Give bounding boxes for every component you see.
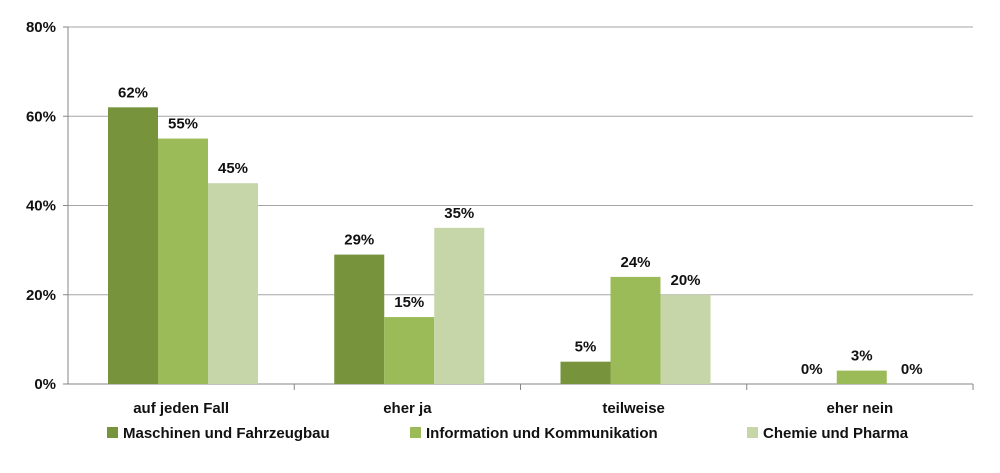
legend-label: Information und Kommunikation (426, 425, 658, 442)
legend-label: Maschinen und Fahrzeugbau (123, 425, 330, 442)
y-tick-label: 0% (34, 376, 56, 393)
legend-swatch (410, 427, 421, 438)
y-tick-label: 40% (26, 198, 56, 215)
bar (208, 183, 258, 384)
bar (434, 227, 485, 384)
data-label: 20% (670, 272, 700, 289)
bar (334, 254, 385, 384)
data-label: 55% (168, 116, 198, 133)
bar (384, 317, 435, 384)
bar (560, 361, 611, 384)
data-label: 29% (344, 232, 374, 249)
data-label: 0% (901, 361, 923, 378)
x-category-label: auf jeden Fall (133, 400, 229, 417)
bar (108, 107, 158, 384)
bar (610, 276, 661, 384)
data-label: 62% (118, 84, 148, 101)
data-label: 45% (218, 160, 248, 177)
y-tick-label: 60% (26, 108, 56, 125)
bar (158, 138, 208, 384)
legend-label: Chemie und Pharma (763, 425, 909, 442)
legend-swatch (107, 427, 118, 438)
data-label: 35% (444, 205, 474, 222)
x-category-label: teilweise (602, 400, 665, 417)
data-label: 24% (620, 254, 650, 271)
data-label: 15% (394, 294, 424, 311)
data-label: 0% (801, 361, 823, 378)
bar (836, 370, 887, 384)
y-tick-label: 20% (26, 287, 56, 304)
legend-swatch (747, 427, 758, 438)
data-label: 3% (851, 348, 873, 365)
data-label: 5% (575, 339, 597, 356)
bar (660, 294, 711, 384)
x-category-label: eher nein (827, 400, 894, 417)
x-category-label: eher ja (383, 400, 432, 417)
y-tick-label: 80% (26, 19, 56, 36)
